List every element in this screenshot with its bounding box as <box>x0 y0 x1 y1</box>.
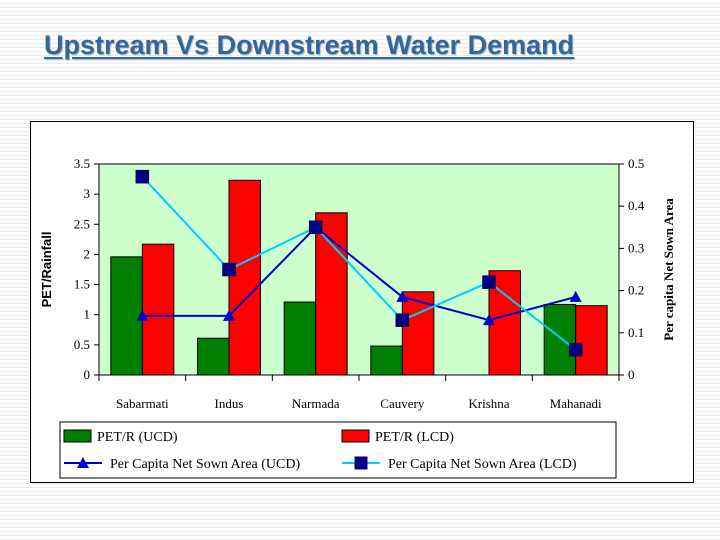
point-marker <box>135 169 150 184</box>
x-tick-label: Mahanadi <box>550 396 602 411</box>
point-marker <box>482 275 496 289</box>
chart-frame: 0 0.5 1 1.5 2 2.5 3 3.5 0 0.1 0.2 0.3 0.4 0.5 Sabarmat… <box>30 121 694 483</box>
legend-box <box>59 421 617 479</box>
legend-marker <box>77 457 89 468</box>
point-marker <box>308 220 323 235</box>
point-marker <box>569 290 582 302</box>
bar <box>315 212 348 376</box>
point-marker <box>223 309 235 321</box>
point-marker <box>568 342 583 357</box>
y2-tick-label: 0.5 <box>628 156 644 171</box>
plot-area <box>98 163 620 376</box>
combo-chart: 0 0.5 1 1.5 2 2.5 3 3.5 0 0.1 0.2 0.3 0.4 0.5 Sabarmat… <box>39 156 676 479</box>
y-tick-label: 3.5 <box>74 156 90 171</box>
x-tick-label: Narmada <box>292 396 340 411</box>
y2-axis-title: Per capita Net Sown Area <box>661 198 676 341</box>
y-tick-label: 3 <box>84 186 91 201</box>
legend-label: PET/R (LCD) <box>375 430 454 445</box>
x-tick-label: Indus <box>215 396 244 411</box>
bar <box>110 256 143 376</box>
y2-tick-label: 0.3 <box>628 240 644 255</box>
point-marker <box>483 314 495 326</box>
point-marker <box>222 262 236 277</box>
bar <box>197 337 230 376</box>
y2-tick-label: 0.1 <box>628 325 644 340</box>
bar <box>283 301 317 376</box>
series-line <box>141 175 577 351</box>
y-tick-label: 0 <box>84 367 91 382</box>
y-tick-label: 1 <box>84 307 91 322</box>
legend-swatch <box>341 429 370 443</box>
x-tick-label: Krishna <box>468 396 509 411</box>
series-line <box>142 225 576 322</box>
y2-tick-label: 0.2 <box>628 283 644 298</box>
legend-label: PET/R (UCD) <box>97 430 178 445</box>
y-tick-label: 0.5 <box>74 337 90 352</box>
point-marker <box>396 290 409 302</box>
y-tick-label: 2 <box>84 246 91 261</box>
point-marker <box>136 309 149 321</box>
bar <box>401 291 435 376</box>
bar <box>370 345 403 376</box>
legend-marker <box>354 456 368 470</box>
y-tick-label: 1.5 <box>74 277 90 292</box>
slide-title: Upstream Vs Downstream Water Demand <box>44 30 575 60</box>
bar <box>575 305 608 376</box>
point-marker <box>395 313 410 327</box>
bar <box>141 243 175 376</box>
y2-tick-label: 0.4 <box>628 198 645 213</box>
legend-label: Per Capita Net Sown Area (UCD) <box>110 457 300 472</box>
bar <box>543 303 577 376</box>
legend-label: Per Capita Net Sown Area (LCD) <box>388 457 577 472</box>
y-tick-label: 2.5 <box>74 216 90 231</box>
x-tick-label: Cauvery <box>380 396 425 411</box>
bar <box>228 179 261 376</box>
x-tick-label: Sabarmati <box>116 396 169 411</box>
legend-swatch <box>63 429 92 443</box>
y2-tick-label: 0 <box>628 367 635 382</box>
y-axis-title: PET/Rainfall <box>39 232 54 308</box>
